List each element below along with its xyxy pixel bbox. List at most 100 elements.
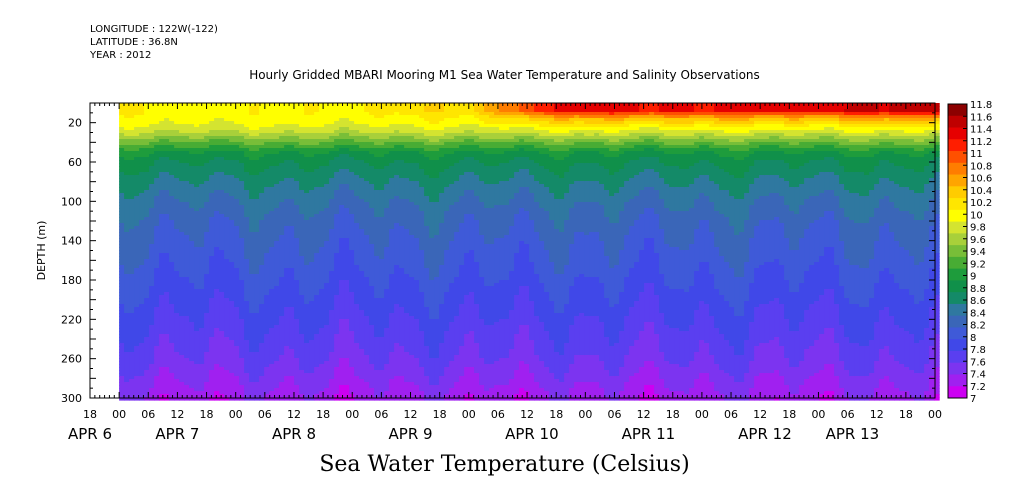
heatmap-cell	[204, 250, 210, 254]
heatmap-cell	[234, 142, 240, 146]
heatmap-cell	[279, 244, 285, 248]
heatmap-cell	[144, 262, 150, 266]
heatmap-cell	[164, 175, 170, 179]
heatmap-cell	[234, 163, 240, 167]
heatmap-cell	[279, 178, 285, 182]
heatmap-cell	[209, 118, 215, 122]
heatmap-cell	[234, 271, 240, 275]
heatmap-cell	[209, 256, 215, 260]
heatmap-cell	[129, 295, 135, 299]
heatmap-cell	[269, 385, 275, 389]
heatmap-cell	[189, 268, 195, 272]
heatmap-cell	[134, 352, 140, 356]
heatmap-cell	[134, 349, 140, 353]
heatmap-cell	[164, 103, 170, 107]
heatmap-cell	[129, 268, 135, 272]
heatmap-cell	[289, 136, 295, 140]
heatmap-cell	[249, 307, 255, 311]
heatmap-cell	[179, 235, 185, 239]
heatmap-cell	[219, 301, 225, 305]
heatmap-cell	[144, 208, 150, 212]
heatmap-cell	[149, 394, 155, 398]
heatmap-cell	[209, 238, 215, 242]
heatmap-cell	[169, 178, 175, 182]
heatmap-cell	[249, 244, 255, 248]
heatmap-cell	[284, 349, 290, 353]
heatmap-cell	[184, 340, 190, 344]
heatmap-cell	[259, 307, 265, 311]
heatmap-cell	[234, 127, 240, 131]
heatmap-cell	[174, 265, 180, 269]
heatmap-cell	[249, 370, 255, 374]
heatmap-cell	[134, 346, 140, 350]
heatmap-cell	[139, 178, 145, 182]
heatmap-cell	[289, 325, 295, 329]
heatmap-cell	[254, 307, 260, 311]
heatmap-cell	[144, 178, 150, 182]
heatmap-cell	[234, 136, 240, 140]
heatmap-cell	[224, 277, 230, 281]
heatmap-cell	[289, 241, 295, 245]
heatmap-cell	[179, 265, 185, 269]
heatmap-cell	[129, 364, 135, 368]
heatmap-cell	[234, 109, 240, 113]
heatmap-cell	[169, 127, 175, 131]
heatmap-cell	[184, 337, 190, 341]
heatmap-cell	[289, 109, 295, 113]
heatmap-cell	[219, 316, 225, 320]
heatmap-cell	[144, 103, 150, 107]
heatmap-cell	[149, 298, 155, 302]
heatmap-cell	[259, 190, 265, 194]
heatmap-cell	[129, 316, 135, 320]
heatmap-cell	[164, 358, 170, 362]
heatmap-cell	[119, 184, 125, 188]
heatmap-cell	[154, 364, 160, 368]
heatmap-cell	[144, 154, 150, 158]
heatmap-cell	[199, 229, 205, 233]
heatmap-cell	[219, 214, 225, 218]
heatmap-cell	[144, 106, 150, 110]
heatmap-cell	[149, 361, 155, 365]
heatmap-cell	[269, 361, 275, 365]
heatmap-cell	[129, 223, 135, 227]
heatmap-cell	[204, 346, 210, 350]
heatmap-cell	[264, 106, 270, 110]
heatmap-cell	[179, 166, 185, 170]
heatmap-cell	[289, 226, 295, 230]
heatmap-cell	[144, 124, 150, 128]
heatmap-cell	[274, 223, 280, 227]
heatmap-cell	[169, 145, 175, 149]
heatmap-cell	[214, 109, 220, 113]
heatmap-cell	[274, 340, 280, 344]
heatmap-cell	[159, 232, 165, 236]
heatmap-cell	[289, 175, 295, 179]
heatmap-cell	[164, 187, 170, 191]
heatmap-cell	[289, 235, 295, 239]
heatmap-cell	[214, 361, 220, 365]
heatmap-cell	[199, 271, 205, 275]
heatmap-cell	[134, 322, 140, 326]
heatmap-cell	[124, 151, 130, 155]
heatmap-cell	[119, 262, 125, 266]
heatmap-cell	[289, 379, 295, 383]
heatmap-cell	[289, 223, 295, 227]
heatmap-cell	[239, 112, 245, 116]
heatmap-cell	[124, 223, 130, 227]
heatmap-cell	[164, 289, 170, 293]
heatmap-cell	[154, 322, 160, 326]
heatmap-cell	[169, 184, 175, 188]
heatmap-cell	[269, 130, 275, 134]
heatmap-cell	[169, 154, 175, 158]
heatmap-cell	[224, 181, 230, 185]
heatmap-cell	[214, 181, 220, 185]
heatmap-cell	[274, 103, 280, 107]
heatmap-cell	[249, 367, 255, 371]
heatmap-cell	[149, 322, 155, 326]
heatmap-cell	[174, 160, 180, 164]
heatmap-cell	[134, 229, 140, 233]
heatmap-cell	[274, 139, 280, 143]
heatmap-cell	[219, 349, 225, 353]
heatmap-cell	[259, 226, 265, 230]
heatmap-cell	[214, 364, 220, 368]
heatmap-cell	[134, 301, 140, 305]
